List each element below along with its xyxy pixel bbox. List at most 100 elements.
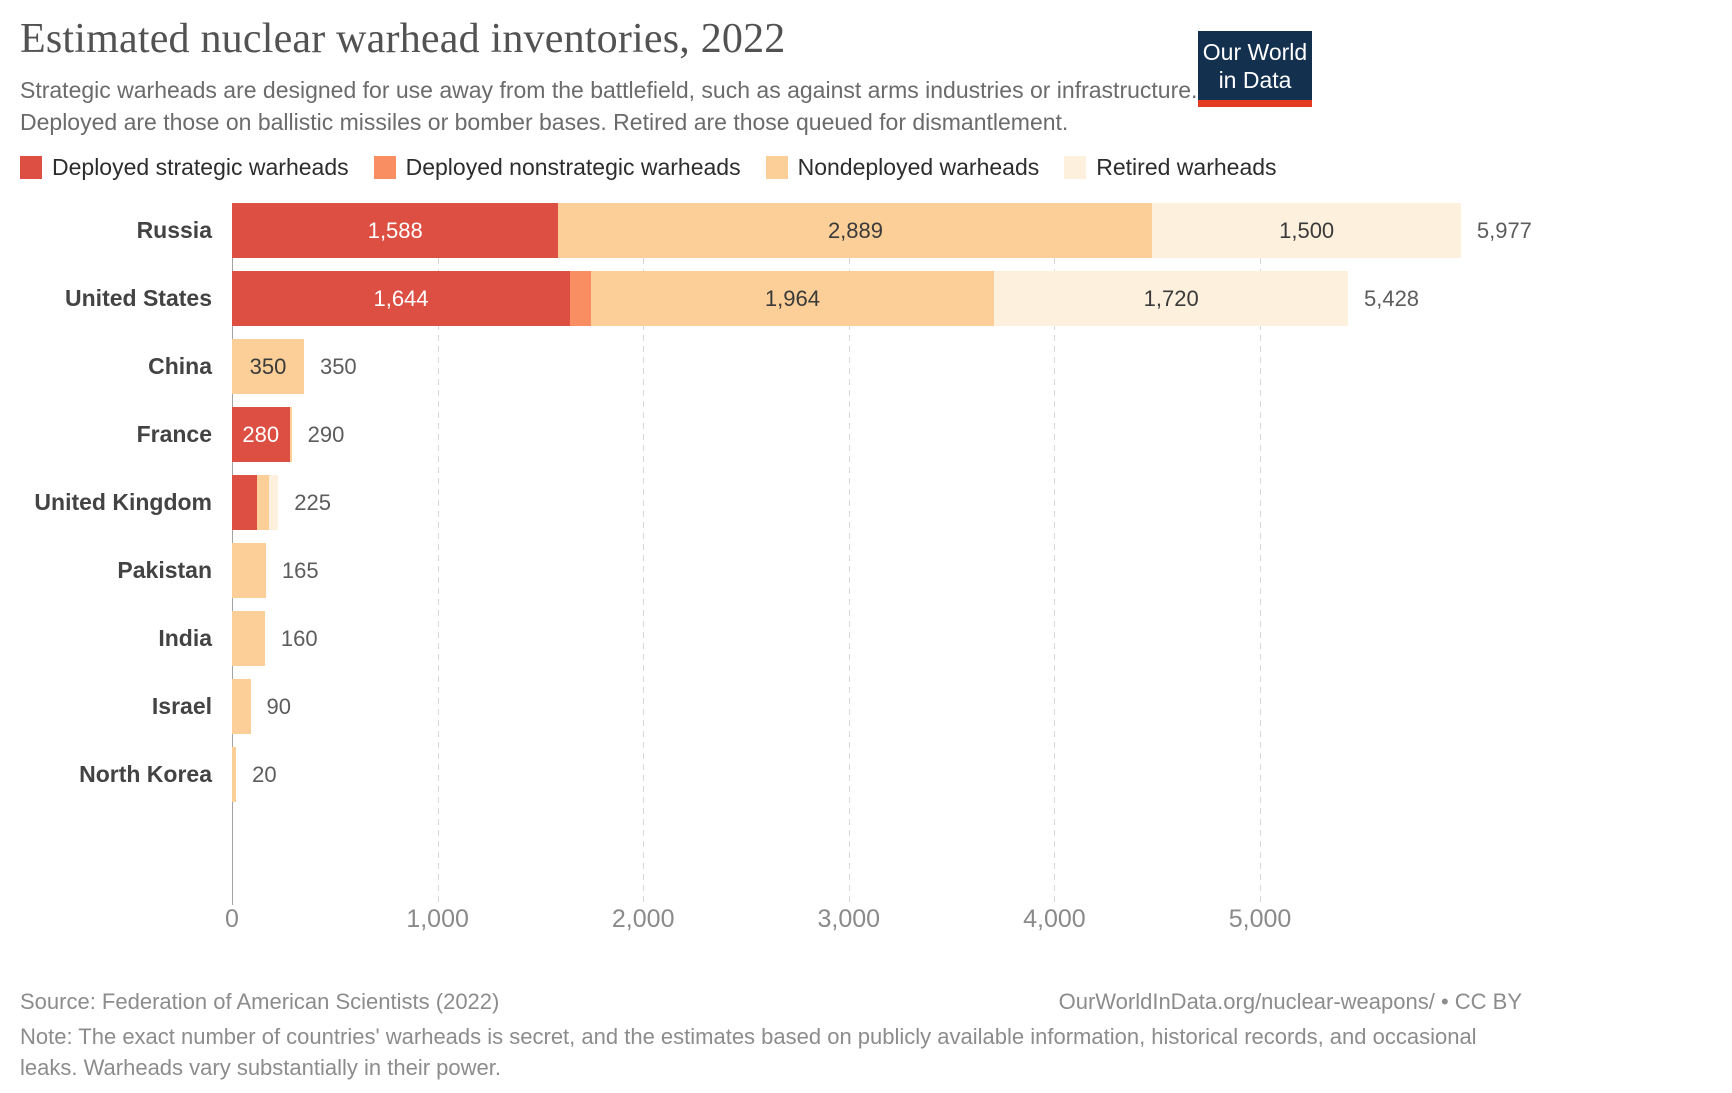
bar-track: 280 290 (232, 407, 1522, 463)
bar-track: 1,588 2,889 1,500 5,977 (232, 203, 1532, 259)
total-value-label: 160 (280, 626, 318, 652)
total-value-label: 20 (252, 762, 277, 788)
gridline-2000 (643, 203, 645, 906)
plot-area: Russia 1,588 2,889 1,500 5,977 United States 1… (20, 203, 1532, 906)
country-label[interactable]: India (158, 625, 212, 652)
gridline-3000 (848, 203, 850, 906)
country-label[interactable]: Israel (151, 693, 212, 720)
country-label[interactable]: United States (65, 285, 212, 312)
bar-segment-nondeployed[interactable] (289, 407, 292, 463)
segment-value-label: 280 (242, 421, 280, 447)
x-tick-label-1000: 1,000 (406, 905, 469, 934)
bar-segment-retired[interactable]: 1,720 (994, 271, 1348, 327)
bar-segment-nondeployed[interactable]: 2,889 (558, 203, 1153, 259)
gridline-4000 (1054, 203, 1056, 906)
bar-track: 1,644 1,964 1,720 5,428 (232, 271, 1522, 327)
segment-value-label: 2,889 (827, 217, 883, 243)
total-value-label: 290 (307, 422, 345, 448)
subtitle-line-1: Strategic warheads are designed for use … (20, 77, 1198, 104)
bar-track: 165 (232, 543, 1522, 599)
country-label[interactable]: China (148, 353, 212, 380)
total-value-label: 90 (266, 694, 291, 720)
chart-footer: Source: Federation of American Scientist… (20, 987, 1522, 1083)
segment-value-label: 1,644 (373, 285, 429, 311)
x-tick-label-4000: 4,000 (1023, 905, 1086, 934)
source-text: Source: Federation of American Scientist… (20, 989, 500, 1015)
legend-swatch-deployed_nonstrategic (373, 156, 396, 180)
footer-link[interactable]: OurWorldInData.org/nuclear-weapons/ • CC… (1058, 989, 1522, 1015)
bar-segment-deployed_strategic[interactable]: 1,588 (232, 203, 559, 259)
owid-logo-line1: Our World (1202, 39, 1308, 65)
country-label[interactable]: United Kingdom (34, 489, 212, 516)
subtitle-line-2: Deployed are those on ballistic missiles… (20, 109, 1069, 136)
bar-segment-retired[interactable]: 1,500 (1152, 203, 1461, 259)
bar-segment-nondeployed[interactable] (232, 679, 251, 735)
bar-row-pakistan: Pakistan 165 (20, 543, 1522, 599)
total-value-label: 5,977 (1476, 218, 1532, 244)
bar-row-united-kingdom: United Kingdom 225 (20, 475, 1522, 531)
bar-track: 90 (232, 679, 1522, 735)
bar-track: 225 (232, 475, 1522, 531)
total-value-label: 5,428 (1363, 286, 1420, 312)
segment-value-label: 350 (249, 353, 287, 379)
country-label[interactable]: Russia (136, 217, 212, 244)
bar-row-france: France 280 290 (20, 407, 1522, 463)
bar-segment-deployed_strategic[interactable]: 280 (232, 407, 290, 463)
segment-value-label: 1,964 (764, 285, 820, 311)
bar-row-united-states: United States 1,644 1,964 1,720 5,428 (20, 271, 1522, 327)
owid-logo-stripe (1198, 100, 1312, 107)
x-axis: 0 1,000 2,000 3,000 4,000 5,000 (20, 905, 1522, 943)
legend-swatch-retired (1064, 156, 1087, 180)
legend-label: Deployed nonstrategic warheads (405, 154, 741, 181)
bar-segment-nondeployed[interactable] (232, 543, 266, 599)
bar-segment-nondeployed[interactable] (232, 611, 265, 667)
legend-item-deployed_strategic[interactable]: Deployed strategic warheads (20, 154, 349, 181)
chart-content: Our World in Data Estimated nuclear warh… (20, 16, 1532, 1083)
total-value-label: 225 (294, 490, 331, 516)
owid-logo-line2: in Data (1218, 67, 1292, 93)
bar-track: 160 (232, 611, 1522, 667)
bar-track: 350 350 (232, 339, 1522, 395)
bar-segment-nondeployed[interactable] (256, 475, 269, 531)
legend: Deployed strategic warheads Deployed nons… (20, 154, 1522, 181)
bar-track: 20 (232, 747, 1522, 803)
segment-value-label: 1,588 (367, 217, 423, 243)
legend-swatch-deployed_strategic (20, 156, 42, 180)
bar-segment-deployed_nonstrategic[interactable] (570, 271, 591, 327)
bar-row-russia: Russia 1,588 2,889 1,500 5,977 (20, 203, 1532, 259)
legend-item-retired[interactable]: Retired warheads (1064, 154, 1277, 181)
page-title: Estimated nuclear warhead inventories, 2… (20, 16, 786, 62)
legend-item-nondeployed[interactable]: Nondeployed warheads (765, 154, 1040, 181)
bar-segment-nondeployed[interactable] (232, 747, 237, 803)
bar-segment-deployed_strategic[interactable]: 1,644 (232, 271, 570, 327)
owid-logo[interactable]: Our World in Data (1198, 31, 1312, 107)
gridline-1000 (437, 203, 439, 906)
bar-row-north-korea: North Korea 20 (20, 747, 1522, 803)
x-tick-label-3000: 3,000 (817, 905, 881, 934)
x-tick-label-5000: 5,000 (1228, 905, 1292, 934)
total-value-label: 165 (281, 558, 319, 584)
bar-segment-retired[interactable] (269, 475, 279, 531)
country-label[interactable]: Pakistan (117, 557, 212, 584)
segment-value-label: 1,720 (1143, 285, 1199, 311)
bar-row-china: China 350 350 (20, 339, 1522, 395)
note-text: Note: The exact number of countries' war… (20, 1024, 1477, 1081)
legend-label: Nondeployed warheads (797, 154, 1040, 181)
segment-value-label: 1,500 (1279, 217, 1335, 243)
bar-row-israel: Israel 90 (20, 679, 1522, 735)
legend-label: Retired warheads (1096, 154, 1277, 181)
bar-chart: Russia 1,588 2,889 1,500 5,977 United States 1… (20, 203, 1532, 943)
bar-segment-deployed_strategic[interactable] (232, 475, 257, 531)
country-label[interactable]: France (136, 421, 212, 448)
country-label[interactable]: North Korea (79, 761, 212, 788)
bar-segment-nondeployed[interactable]: 1,964 (590, 271, 995, 327)
x-tick-label-2000: 2,000 (611, 905, 675, 934)
gridline-5000 (1260, 203, 1261, 906)
bar-segment-nondeployed[interactable]: 350 (232, 339, 304, 395)
bar-row-india: India 160 (20, 611, 1522, 667)
legend-item-deployed_nonstrategic[interactable]: Deployed nonstrategic warheads (373, 154, 741, 181)
total-value-label: 350 (319, 354, 357, 380)
x-tick-label-0: 0 (225, 905, 239, 934)
legend-label: Deployed strategic warheads (52, 154, 349, 181)
